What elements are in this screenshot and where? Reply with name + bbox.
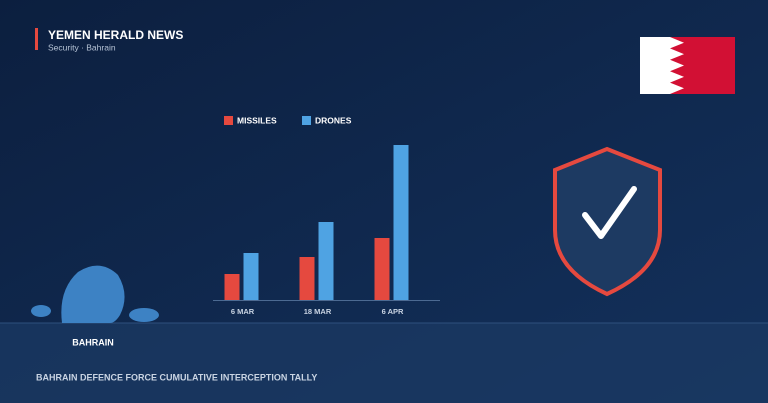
legend-swatch (302, 116, 311, 125)
bar (243, 253, 259, 300)
header-title: YEMEN HERALD NEWS (48, 28, 183, 42)
legend-swatch (224, 116, 233, 125)
x-tick-label: 6 MAR (231, 307, 255, 316)
map-label: BAHRAIN (72, 337, 114, 347)
bar (374, 238, 390, 300)
header-accent (35, 28, 38, 50)
bar (224, 274, 240, 300)
shield (553, 146, 662, 297)
bar (299, 257, 315, 300)
x-tick-label: 18 MAR (304, 307, 332, 316)
bar (318, 222, 334, 300)
footer-band (0, 323, 768, 403)
x-tick-label: 6 APR (382, 307, 404, 316)
legend-label: DRONES (315, 115, 352, 125)
map (31, 265, 159, 323)
bar (393, 145, 409, 300)
footer-caption: BAHRAIN DEFENCE FORCE CUMULATIVE INTERCE… (36, 372, 317, 382)
header-subtitle: Security · Bahrain (48, 42, 116, 52)
bahrain-flag (640, 37, 735, 94)
legend-label: MISSILES (237, 115, 277, 125)
shield-icon (553, 146, 662, 297)
flag-red (670, 37, 735, 94)
check-mark (582, 186, 637, 239)
map-island (61, 265, 125, 323)
map-islet (31, 305, 51, 317)
map-islet (129, 308, 159, 322)
